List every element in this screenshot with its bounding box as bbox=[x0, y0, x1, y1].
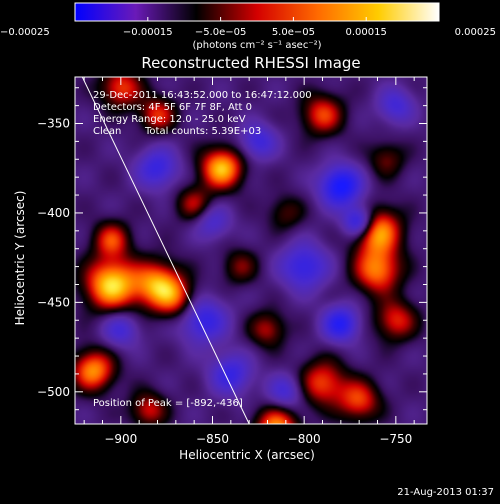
y-tick-label: −500 bbox=[37, 385, 70, 399]
annotation-energy-range: Energy Range: 12.0 - 25.0 keV bbox=[93, 114, 246, 125]
colorbar-bar bbox=[74, 2, 440, 22]
y-tick-label: −350 bbox=[37, 117, 70, 131]
y-tick-label: −400 bbox=[37, 206, 70, 220]
x-tick-label: −750 bbox=[379, 432, 412, 446]
chart-title: Reconstructed RHESSI Image bbox=[141, 54, 360, 72]
x-tick-label: −900 bbox=[104, 432, 137, 446]
plot-frame bbox=[74, 76, 428, 425]
y-axis: −350 −400 −450 −500 bbox=[37, 87, 427, 411]
colorbar: −0.00025 −0.00015 −5.0e−05 5.0e−05 0.00015 0.… bbox=[0, 2, 496, 51]
x-tick-label: −800 bbox=[288, 432, 321, 446]
colorbar-tick-label: 0.00025 bbox=[455, 27, 496, 38]
colorbar-tick-label: −0.00025 bbox=[0, 27, 50, 38]
footer-timestamp: 21-Aug-2013 01:37 bbox=[397, 487, 494, 498]
y-axis-label: Heliocentric Y (arcsec) bbox=[13, 191, 27, 326]
annotation-algorithm: Clean bbox=[93, 126, 121, 137]
colorbar-tick-label: −5.0e−05 bbox=[195, 27, 247, 38]
colorbar-tick-label: 5.0e−05 bbox=[272, 27, 315, 38]
annotation-total-counts: Total counts: 5.39E+03 bbox=[144, 126, 261, 137]
annotation-detectors: Detectors: 4F 5F 6F 7F 8F, Att 0 bbox=[93, 102, 252, 113]
heatmap-image bbox=[75, 77, 427, 424]
heatmap-area bbox=[74, 76, 428, 425]
annotations: 29-Dec-2011 16:43:52.000 to 16:47:12.000… bbox=[93, 90, 312, 409]
annotation-time-range: 29-Dec-2011 16:43:52.000 to 16:47:12.000 bbox=[93, 90, 312, 101]
colorbar-tick-label: 0.00015 bbox=[346, 27, 387, 38]
colorbar-tick-label: −0.00015 bbox=[123, 27, 173, 38]
colorbar-unit-label: (photons cm⁻² s⁻¹ asec⁻²) bbox=[192, 40, 321, 51]
limb-line bbox=[81, 77, 250, 424]
x-axis: −900 −850 −800 −750 bbox=[83, 77, 415, 446]
x-axis-label: Heliocentric X (arcsec) bbox=[179, 448, 315, 462]
annotation-peak-position: Position of Peak = [-892,-436] bbox=[93, 398, 243, 409]
y-tick-label: −450 bbox=[37, 295, 70, 309]
x-tick-label: −850 bbox=[196, 432, 229, 446]
colorbar-ticks: −0.00025 −0.00015 −5.0e−05 5.0e−05 0.00015 0.… bbox=[0, 17, 496, 38]
